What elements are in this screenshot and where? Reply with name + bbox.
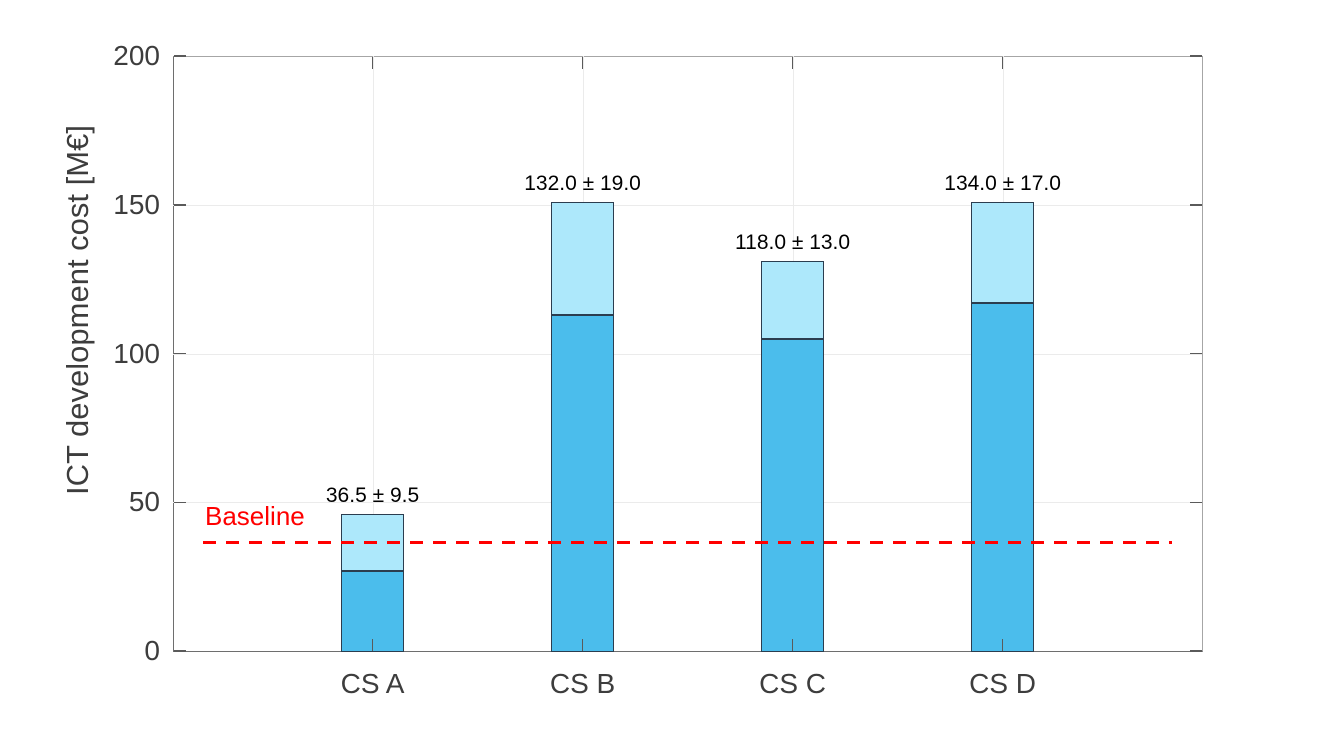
bar-segment-main — [551, 314, 615, 652]
y-axis-tick — [174, 501, 186, 503]
y-axis-tick-right — [1190, 501, 1202, 503]
bar-segment-main — [971, 302, 1035, 652]
x-axis-tick — [581, 639, 584, 651]
y-axis-tick — [174, 650, 186, 652]
y-axis-tick — [174, 352, 186, 355]
x-axis-tick — [371, 639, 374, 651]
x-axis-tick-top — [1001, 57, 1004, 69]
bar-value-label: 36.5 ± 9.5 — [325, 484, 420, 508]
baseline-annotation: Baseline — [205, 501, 305, 531]
bar-segment-range — [551, 201, 615, 315]
y-axis-tick — [174, 55, 186, 57]
x-tick-label: CS A — [340, 668, 405, 699]
y-axis-tick — [174, 204, 186, 206]
x-axis-tick — [1001, 639, 1004, 651]
y-axis-tick-right — [1190, 650, 1202, 652]
horizontal-gridline — [173, 502, 1202, 503]
x-tick-label: CS B — [549, 668, 616, 699]
bar-segment-main — [341, 570, 405, 652]
x-axis-tick-top — [581, 57, 584, 69]
y-tick-label: 50 — [128, 486, 160, 518]
bar-segment-main — [761, 338, 825, 652]
bar-segment-range — [971, 201, 1035, 303]
y-axis-title: ICT development cost [M€] — [60, 125, 95, 495]
y-axis-tick-right — [1190, 352, 1202, 355]
horizontal-gridline — [173, 205, 1202, 206]
y-axis-tick-right — [1190, 204, 1202, 206]
vertical-gridline — [373, 56, 374, 651]
baseline-dashed-line — [203, 540, 1172, 544]
horizontal-gridline — [173, 354, 1202, 355]
x-tick-label: CS D — [969, 668, 1037, 699]
y-tick-label: 200 — [113, 40, 160, 71]
y-tick-label: 100 — [113, 337, 160, 369]
x-axis-tick-top — [791, 57, 794, 69]
bar-value-label: 132.0 ± 19.0 — [524, 171, 641, 195]
y-tick-label: 150 — [113, 188, 160, 220]
y-axis-tick-right — [1190, 55, 1202, 57]
y-tick-label: 0 — [144, 635, 160, 666]
bar-value-label: 118.0 ± 13.0 — [735, 231, 851, 255]
x-axis-tick-top — [371, 57, 374, 69]
x-tick-label: CS C — [759, 668, 826, 699]
bar-segment-range — [761, 261, 825, 339]
x-axis-tick — [791, 639, 794, 651]
bar-value-label: 134.0 ± 17.0 — [944, 171, 1061, 195]
